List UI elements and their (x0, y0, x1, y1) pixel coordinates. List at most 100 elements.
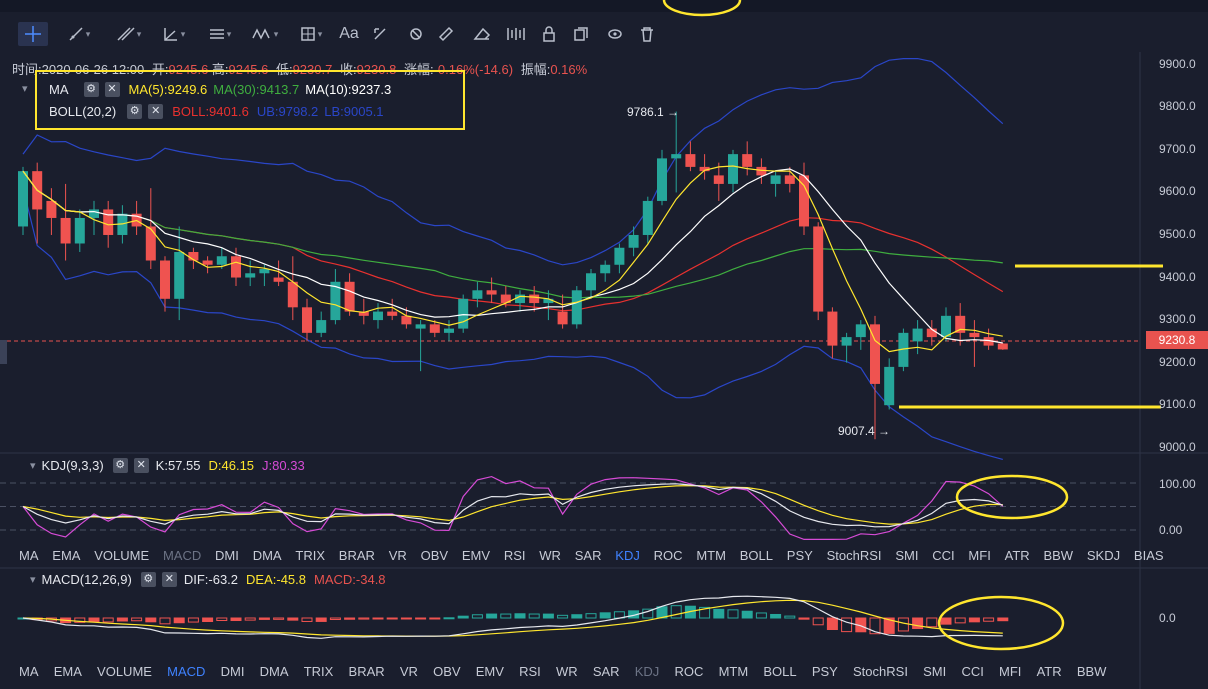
price-axis-label: 9300.0 (1159, 312, 1196, 327)
indicator-tab-ema[interactable]: EMA (52, 547, 81, 563)
price-axis-label: 9400.0 (1159, 269, 1196, 284)
indicator-tab-vr[interactable]: VR (399, 663, 418, 679)
angle-icon[interactable]: ▾ (158, 22, 190, 46)
candle-body (245, 273, 256, 278)
settings-gear-icon[interactable]: ⚙ (140, 572, 156, 587)
candle-body (216, 256, 227, 265)
indicator-tab-roc[interactable]: ROC (674, 663, 704, 679)
indicator-tab-boll[interactable]: BOLL (739, 547, 773, 563)
indicator-tab-cci[interactable]: CCI (961, 663, 984, 679)
indicator-tab-volume[interactable]: VOLUME (97, 663, 152, 679)
legend-highlight-box: MA ⚙ ✕ MA(5):9249.6 MA(30):9413.7 MA(10)… (35, 70, 465, 130)
trendline-icon[interactable]: ▾ (62, 22, 96, 46)
indicator-tab-psy[interactable]: PSY (786, 547, 813, 563)
candle (912, 320, 923, 355)
pattern-icon[interactable] (504, 22, 528, 46)
indicator-tab-mfi[interactable]: MFI (968, 547, 991, 563)
indicator-tab-volume[interactable]: VOLUME (94, 547, 150, 563)
indicator-tab-smi[interactable]: SMI (923, 663, 947, 679)
macd-histogram-bar (599, 612, 611, 619)
indicator-tab-psy[interactable]: PSY (811, 663, 838, 679)
indicator-tab-emv[interactable]: EMV (475, 663, 504, 679)
close-icon[interactable]: ✕ (104, 82, 120, 97)
candle-body (145, 226, 156, 261)
indicator-tab-sar[interactable]: SAR (574, 547, 602, 563)
indicator-tab-brar[interactable]: BRAR (338, 547, 375, 563)
indicator-tab-trix[interactable]: TRIX (295, 547, 325, 563)
indicator-tab-macd[interactable]: MACD (162, 547, 202, 563)
macd-histogram-bar (145, 617, 157, 623)
trash-icon[interactable] (636, 22, 658, 46)
macd-highlight-ellipse (937, 595, 1065, 651)
macd-histogram-bar (784, 615, 796, 619)
indicator-tab-dma[interactable]: DMA (252, 547, 282, 563)
candle (273, 260, 284, 287)
indicator-tab-rsi[interactable]: RSI (503, 547, 526, 563)
indicator-tab-ema[interactable]: EMA (53, 663, 82, 679)
indicator-tab-cci[interactable]: CCI (932, 547, 955, 563)
indicator-tab-ma[interactable]: MA (19, 663, 39, 679)
indicator-tab-boll[interactable]: BOLL (763, 663, 797, 679)
layers-icon[interactable] (570, 22, 592, 46)
indicator-tab-trix[interactable]: TRIX (303, 663, 334, 679)
indicator-tab-mtm[interactable]: MTM (718, 663, 749, 679)
text-icon[interactable]: Aa (339, 25, 359, 42)
indicator-tab-skdj[interactable]: SKDJ (1086, 547, 1121, 563)
indicator-tab-atr[interactable]: ATR (1004, 547, 1030, 563)
settings-gear-icon[interactable]: ⚙ (112, 458, 128, 473)
close-icon[interactable]: ✕ (161, 572, 177, 587)
indicator-tab-ma[interactable]: MA (19, 547, 39, 563)
collapse-legend-icon[interactable]: ▾ (22, 83, 28, 95)
indicator-tab-rsi[interactable]: RSI (519, 663, 541, 679)
visibility-icon[interactable] (604, 22, 626, 46)
brush-icon[interactable] (368, 22, 392, 46)
indicator-tab-roc[interactable]: ROC (653, 547, 683, 563)
indicator-tab-wr[interactable]: WR (555, 663, 578, 679)
settings-gear-icon[interactable]: ⚙ (83, 82, 99, 97)
indicator-tab-stochrsi[interactable]: StochRSI (826, 547, 882, 563)
ruler-icon[interactable] (434, 22, 458, 46)
indicator-tab-smi[interactable]: SMI (895, 547, 919, 563)
indicator-tab-emv[interactable]: EMV (461, 547, 491, 563)
indicator-tab-bbw[interactable]: BBW (1076, 663, 1107, 679)
indicator-tab-obv[interactable]: OBV (420, 547, 449, 563)
indicator-tab-mtm[interactable]: MTM (696, 547, 726, 563)
indicator-tab-wr[interactable]: WR (539, 547, 561, 563)
indicator-tab-vr[interactable]: VR (388, 547, 407, 563)
indicator-tab-brar[interactable]: BRAR (348, 663, 385, 679)
indicator-tab-sar[interactable]: SAR (592, 663, 620, 679)
eraser-tool-icon[interactable] (470, 22, 494, 46)
multiline-icon[interactable]: ▾ (110, 22, 148, 46)
settings-gear-icon[interactable]: ⚙ (127, 104, 143, 119)
candle (543, 290, 554, 321)
indicator-tab-bias[interactable]: BIAS (1133, 547, 1164, 563)
measure-box-icon[interactable]: ▾ (294, 22, 328, 46)
wave-icon[interactable]: ▾ (246, 22, 284, 46)
indicator-tab-dmi[interactable]: DMI (215, 547, 239, 563)
candle-body (870, 324, 880, 384)
indicator-tab-obv[interactable]: OBV (433, 663, 461, 679)
close-icon[interactable]: ✕ (133, 458, 149, 473)
indicator-tab-kdj[interactable]: KDJ (615, 547, 640, 563)
candle-body (699, 166, 710, 172)
magnet-icon[interactable] (404, 22, 428, 46)
candle-body (543, 298, 554, 304)
macd-histogram-bar (968, 617, 980, 623)
candle (202, 256, 213, 274)
indicator-tab-atr[interactable]: ATR (1036, 663, 1062, 679)
crosshair-icon[interactable] (18, 22, 48, 46)
indicator-tab-dmi[interactable]: DMI (220, 663, 245, 679)
indicator-tab-stochrsi[interactable]: StochRSI (853, 663, 908, 679)
candle (486, 277, 497, 304)
candle (713, 162, 724, 201)
indicator-tab-kdj[interactable]: KDJ (634, 663, 660, 679)
indicator-tab-bbw[interactable]: BBW (1043, 547, 1074, 563)
indicator-tab-dma[interactable]: DMA (259, 663, 289, 679)
indicator-tab-mfi[interactable]: MFI (999, 663, 1022, 679)
indicator-tab-macd[interactable]: MACD (167, 663, 206, 679)
fib-icon[interactable]: ▾ (202, 22, 238, 46)
close-icon[interactable]: ✕ (148, 104, 164, 119)
candle-body (287, 281, 298, 308)
lock-icon[interactable] (538, 22, 560, 46)
